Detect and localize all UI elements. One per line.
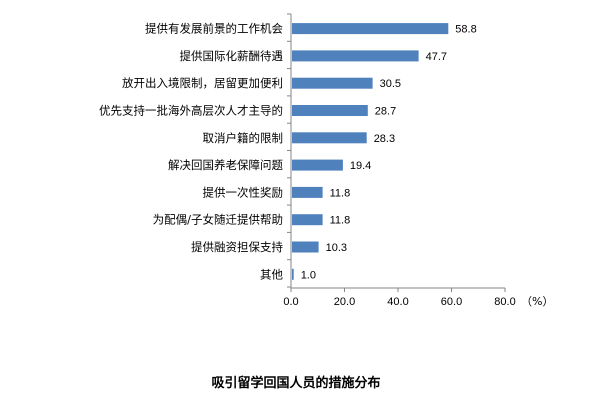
unit-label: （%） [521,295,553,308]
category-label: 其他 [260,267,283,281]
bar [292,159,343,171]
category-label: 提供有发展前景的工作机会 [145,22,283,36]
category-label: 放开出入境限制，居留更加便利 [122,76,283,90]
bar [292,77,373,89]
value-labels: 58.8 47.7 30.5 28.7 28.3 19.4 11.8 11.8 10.3 1.0 [301,24,477,282]
data-label: 1.0 [301,269,316,281]
bars-layer [292,23,449,280]
data-label: 10.3 [326,242,347,254]
category-label: 取消户籍的限制 [203,131,284,145]
data-label: 28.7 [375,106,396,118]
data-label: 30.5 [380,78,401,90]
data-label: 19.4 [350,160,371,172]
x-tick-label: 0.0 [283,296,298,308]
x-ticks: 0.0 20.0 40.0 60.0 80.0 [283,288,516,308]
data-label: 58.8 [455,24,476,36]
data-label: 11.8 [330,187,351,199]
chart-title: 吸引留学回国人员的措施分布 [211,376,381,391]
bar [292,105,368,116]
x-tick-label: 40.0 [387,296,408,308]
x-tick-label: 20.0 [334,296,355,308]
category-labels: 提供有发展前景的工作机会提供国际化薪酬待遇放开出入境限制，居留更加便利优先支持一… [99,22,283,282]
x-tick-label: 80.0 [494,296,515,308]
bar [292,132,367,144]
bar [292,186,323,198]
category-label: 提供国际化薪酬待遇 [180,49,284,63]
x-tick-label: 60.0 [441,296,462,308]
category-label: 为配偶/子女随迁提供帮助 [153,213,283,227]
data-label: 47.7 [426,51,447,63]
category-label: 优先支持一批海外高层次人才主导的 [99,104,283,118]
data-label: 11.8 [330,215,351,227]
category-label: 提供融资担保支持 [191,240,283,254]
bar [292,214,323,226]
axes [287,13,505,289]
bar [292,50,419,62]
bar [292,268,294,280]
category-label: 提供一次性奖励 [203,185,284,199]
bar [292,241,319,253]
data-label: 28.3 [374,133,395,145]
bar [292,23,449,35]
category-label: 解决回国养老保障问题 [168,158,283,172]
